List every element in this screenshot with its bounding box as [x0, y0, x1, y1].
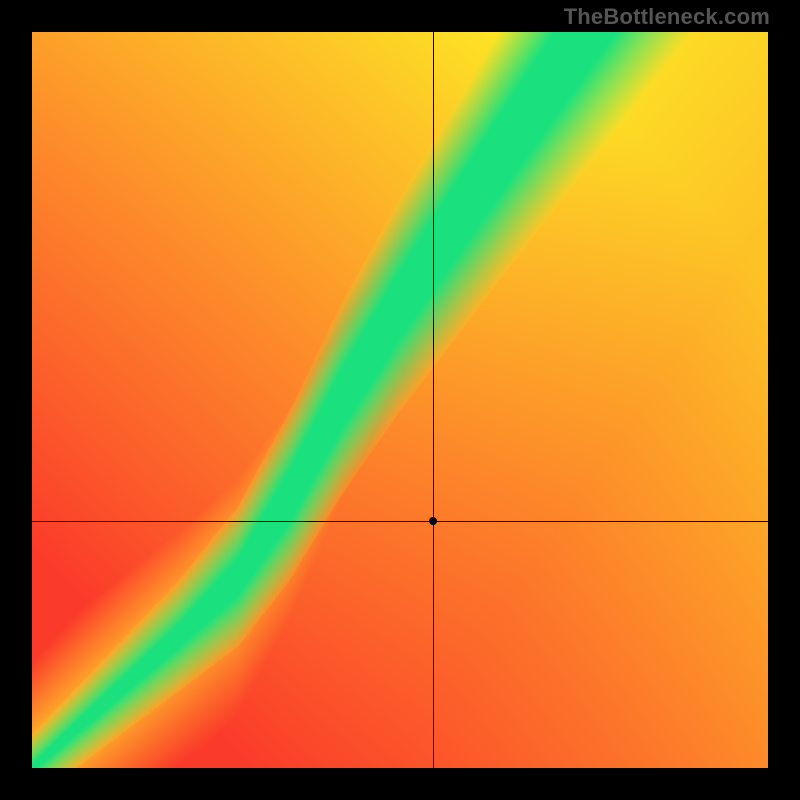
chart-frame: TheBottleneck.com: [0, 0, 800, 800]
heatmap-canvas: [32, 32, 768, 768]
crosshair-horizontal: [32, 521, 768, 522]
plot-area: [32, 32, 768, 768]
crosshair-vertical: [433, 32, 434, 768]
watermark-text: TheBottleneck.com: [564, 4, 770, 30]
marker-dot: [429, 517, 437, 525]
